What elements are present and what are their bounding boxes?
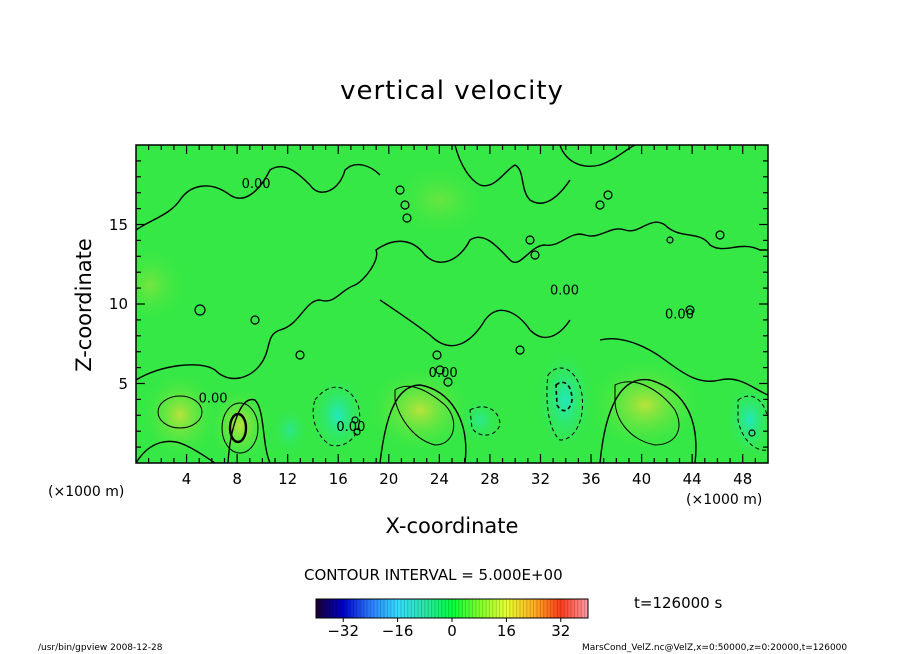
small-contour bbox=[685, 305, 695, 315]
zero-contour bbox=[454, 145, 571, 204]
small-contour bbox=[715, 230, 725, 240]
updraft-blob bbox=[136, 245, 190, 325]
x-tick-label: 8 bbox=[232, 470, 242, 488]
small-contour bbox=[295, 350, 305, 360]
zero-contour bbox=[136, 440, 216, 463]
negative-contours bbox=[312, 367, 768, 451]
updraft-blob bbox=[208, 385, 272, 463]
small-contour bbox=[603, 190, 613, 200]
negative-contour bbox=[555, 381, 573, 412]
small-contour bbox=[351, 416, 359, 424]
x-tick-label: 24 bbox=[429, 470, 449, 488]
x-unit-label-left: (×1000 m) bbox=[48, 484, 125, 500]
zero-contour bbox=[379, 299, 571, 347]
small-contour bbox=[400, 200, 410, 210]
small-contour bbox=[525, 235, 535, 245]
y-tick-label: 15 bbox=[108, 215, 128, 234]
x-tick-label: 40 bbox=[632, 470, 652, 488]
zero-contour bbox=[136, 163, 381, 231]
contour-label: 0.00 bbox=[242, 177, 271, 192]
y-tick-label: 10 bbox=[108, 295, 128, 313]
y-tick-label: 5 bbox=[118, 374, 128, 393]
negative-contour bbox=[312, 386, 361, 447]
small-contour bbox=[432, 350, 442, 360]
y-axis-label: Z-coordinate bbox=[72, 238, 96, 372]
colorbar-tick-label: 0 bbox=[447, 622, 457, 640]
colorbar-tick-label: −16 bbox=[381, 622, 414, 640]
chart-title: vertical velocity bbox=[340, 76, 564, 106]
small-contour bbox=[666, 236, 674, 244]
downdraft-blob bbox=[458, 395, 502, 445]
x-tick-label: 28 bbox=[480, 470, 500, 488]
downdraft-blob bbox=[535, 345, 595, 455]
tick-layer bbox=[136, 145, 768, 463]
colorbar bbox=[315, 598, 589, 622]
x-tick-label: 32 bbox=[530, 470, 551, 488]
x-tick-label: 12 bbox=[278, 470, 298, 488]
small-contour bbox=[748, 429, 756, 437]
time-label: t=126000 s bbox=[634, 594, 723, 612]
small-contour bbox=[515, 345, 525, 355]
x-tick-label: 4 bbox=[181, 470, 192, 488]
contour-label: 0.00 bbox=[665, 307, 694, 322]
positive-contour bbox=[228, 412, 248, 444]
contour-label: 0.00 bbox=[429, 366, 458, 381]
positive-contours bbox=[157, 381, 680, 454]
colorbar-tick-label: 16 bbox=[496, 622, 516, 640]
contour-label-layer: 0.00 0.00 0.00 0.00 0.00 0.00 bbox=[199, 177, 694, 435]
field-anomalies bbox=[136, 145, 768, 463]
negative-contour bbox=[737, 395, 768, 451]
downdraft-blob bbox=[308, 373, 368, 457]
zero-contour bbox=[559, 145, 636, 167]
x-axis-label: X-coordinate bbox=[385, 514, 519, 538]
updraft-blob bbox=[390, 160, 490, 240]
small-contour bbox=[443, 377, 453, 387]
small-contour bbox=[595, 200, 605, 210]
footer-left: /usr/bin/gpview 2008-12-28 bbox=[38, 643, 163, 653]
x-tick-label: 20 bbox=[379, 470, 399, 488]
x-tick-label: 44 bbox=[682, 470, 702, 488]
colorbar-tick-label: 32 bbox=[551, 622, 571, 640]
x-tick-label: 48 bbox=[733, 470, 753, 488]
updraft-blob bbox=[140, 370, 220, 460]
downdraft-blob bbox=[270, 405, 310, 455]
positive-contour bbox=[614, 381, 680, 446]
zero-contour bbox=[379, 384, 467, 463]
small-contour bbox=[194, 304, 206, 316]
contour-label: 0.00 bbox=[199, 392, 228, 407]
small-contour bbox=[402, 213, 412, 223]
zero-contour bbox=[599, 338, 768, 396]
contour-label: 0.00 bbox=[550, 283, 579, 298]
small-contour bbox=[530, 250, 540, 260]
x-tick-label: 36 bbox=[581, 470, 601, 488]
x-unit-label-right: (×1000 m) bbox=[686, 492, 763, 508]
footer-right: MarsCond_VelZ.nc@VelZ,x=0:50000,z=0:2000… bbox=[582, 643, 848, 653]
zero-contours bbox=[136, 145, 768, 463]
small-contour bbox=[395, 185, 405, 195]
downdraft-blob bbox=[725, 380, 768, 460]
zero-contour bbox=[136, 221, 768, 381]
colorbar-tick-label: −32 bbox=[327, 622, 360, 640]
small-contour bbox=[435, 365, 445, 375]
updraft-blob bbox=[365, 365, 475, 455]
small-contour bbox=[353, 428, 361, 436]
negative-contour bbox=[469, 406, 501, 436]
negative-contour bbox=[546, 367, 584, 441]
positive-contour bbox=[394, 385, 455, 446]
small-contour bbox=[250, 315, 260, 325]
small-contours bbox=[194, 185, 756, 437]
updraft-blob bbox=[585, 357, 705, 453]
contour-interval-label: CONTOUR INTERVAL = 5.000E+00 bbox=[304, 566, 563, 584]
positive-contour bbox=[221, 402, 259, 454]
zero-contour bbox=[599, 378, 697, 463]
contour-label: 0.00 bbox=[336, 420, 365, 435]
positive-contour bbox=[157, 395, 203, 429]
x-tick-label: 16 bbox=[328, 470, 348, 488]
